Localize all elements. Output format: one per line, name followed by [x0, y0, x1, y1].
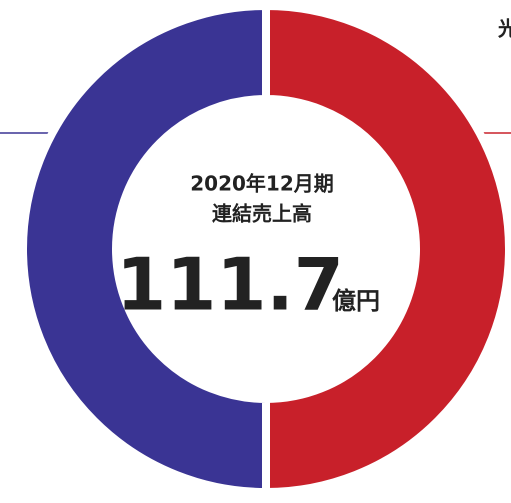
center-value: 111.7 [116, 243, 344, 327]
center-unit: 億円 [332, 287, 380, 315]
annotation: 連結売上高 [212, 202, 312, 226]
slice [262, 1, 511, 497]
annotation: 2020年12月期 [190, 172, 334, 196]
annotation: 光 [497, 17, 511, 41]
slice [19, 1, 270, 497]
donut [19, 1, 511, 497]
